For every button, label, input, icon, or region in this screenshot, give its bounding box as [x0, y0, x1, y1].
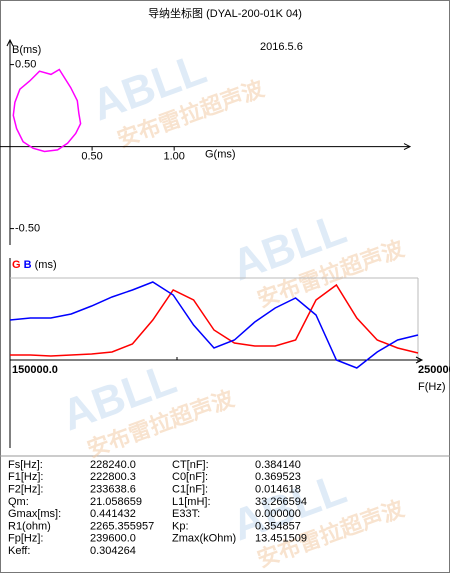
param-label: Gmax[ms]: [8, 508, 61, 520]
param-value: 13.451509 [255, 533, 307, 545]
param-label: Qm: [8, 496, 29, 508]
param-value: 222800.3 [90, 471, 136, 483]
param-label: R1(ohm) [8, 520, 51, 532]
param-label: Keff: [8, 545, 30, 557]
param-value: 0.014618 [255, 484, 301, 496]
param-value: 239600.0 [90, 533, 136, 545]
param-value: 21.058659 [90, 496, 142, 508]
y-axis-label: (ms) [35, 259, 57, 271]
legend-entry: B [24, 259, 32, 271]
y-axis-label: B(ms) [12, 44, 41, 56]
y-tick-label: 0.50 [15, 59, 36, 71]
sweep-line [10, 283, 419, 357]
legend-entry: G [12, 259, 21, 271]
param-value: 0.354857 [255, 520, 301, 532]
param-label: Kp: [172, 520, 189, 532]
legend: G B (ms) [12, 259, 57, 271]
param-value: 228240.0 [90, 459, 136, 471]
x-tick-label: 1.00 [163, 151, 184, 163]
param-value: 0.441432 [90, 508, 136, 520]
param-value: 0.304264 [90, 545, 136, 557]
param-label: L1[mH]: [172, 496, 211, 508]
window-title: 导纳坐标图 (DYAL-200-01K 04) [148, 6, 302, 20]
param-value: 0.384140 [255, 459, 301, 471]
axis-arrow [6, 38, 412, 151]
param-value: 33.266594 [255, 496, 307, 508]
x-axis-label: F(Hz) [418, 381, 446, 393]
x-tick-label: 0.50 [81, 151, 102, 163]
param-label: F1[Hz]: [8, 471, 43, 483]
param-label: C0[nF]: [172, 471, 208, 483]
sweep-line [9, 281, 419, 369]
param-label: CT[nF]: [172, 459, 209, 471]
y-tick-label: -0.50 [15, 223, 40, 235]
param-value: 233638.6 [90, 484, 136, 496]
date: 2016.5.6 [260, 41, 303, 53]
param-label: F2[Hz]: [8, 484, 43, 496]
param-label: Fs[Hz]: [8, 459, 43, 471]
param-label: E33T: [172, 508, 200, 520]
x-tick-label: 150000.0 [12, 364, 58, 376]
param-value: 0.000000 [255, 508, 301, 520]
admittance-loop [12, 68, 82, 153]
param-value: 2265.355957 [90, 520, 154, 532]
x-axis-label: G(ms) [205, 149, 236, 161]
param-label: Zmax(kOhm) [172, 533, 236, 545]
param-label: Fp[Hz]: [8, 533, 43, 545]
param-label: C1[nF]: [172, 484, 208, 496]
x-tick-label: 250000.0 [418, 364, 450, 376]
param-value: 0.369523 [255, 471, 301, 483]
